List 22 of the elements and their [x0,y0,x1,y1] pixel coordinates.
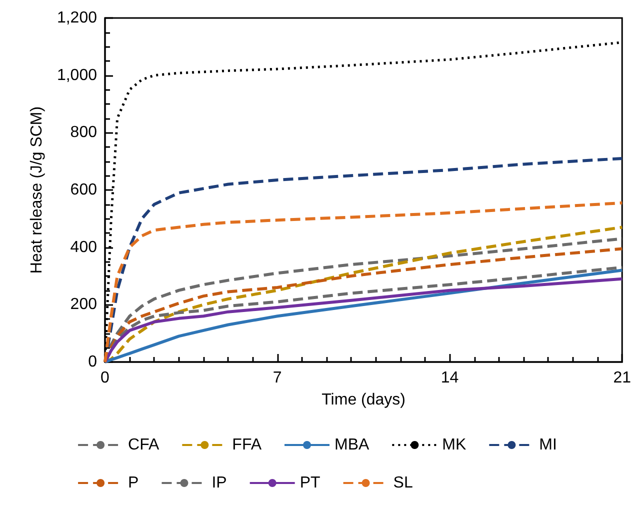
y-tick-label: 800 [70,124,98,142]
legend-label: PT [300,474,321,492]
y-tick-label: 1,000 [56,66,98,84]
legend-label: CFA [128,436,160,454]
legend-label: MK [442,436,467,454]
y-tick-label: 1,200 [56,10,98,26]
legend-label: SL [393,474,413,492]
legend-label: P [128,474,139,492]
legend-label: FFA [232,436,262,454]
x-tick-label: 14 [440,370,459,386]
y-tick-label: 400 [70,238,98,256]
legend-label: MI [539,436,557,454]
x-tick-label: 7 [272,370,282,386]
x-axis-title: Time (days) [322,392,406,408]
y-axis-title: Heat release (J/g SCM) [28,106,46,274]
y-tick-label: 0 [88,354,98,370]
legend-label: MBA [334,436,370,454]
y-tick-label: 600 [70,182,98,198]
x-tick-label: 0 [100,370,110,386]
x-tick-label: 21 [613,370,632,386]
y-tick-label: 200 [70,296,98,314]
legend-label: IP [212,474,227,492]
